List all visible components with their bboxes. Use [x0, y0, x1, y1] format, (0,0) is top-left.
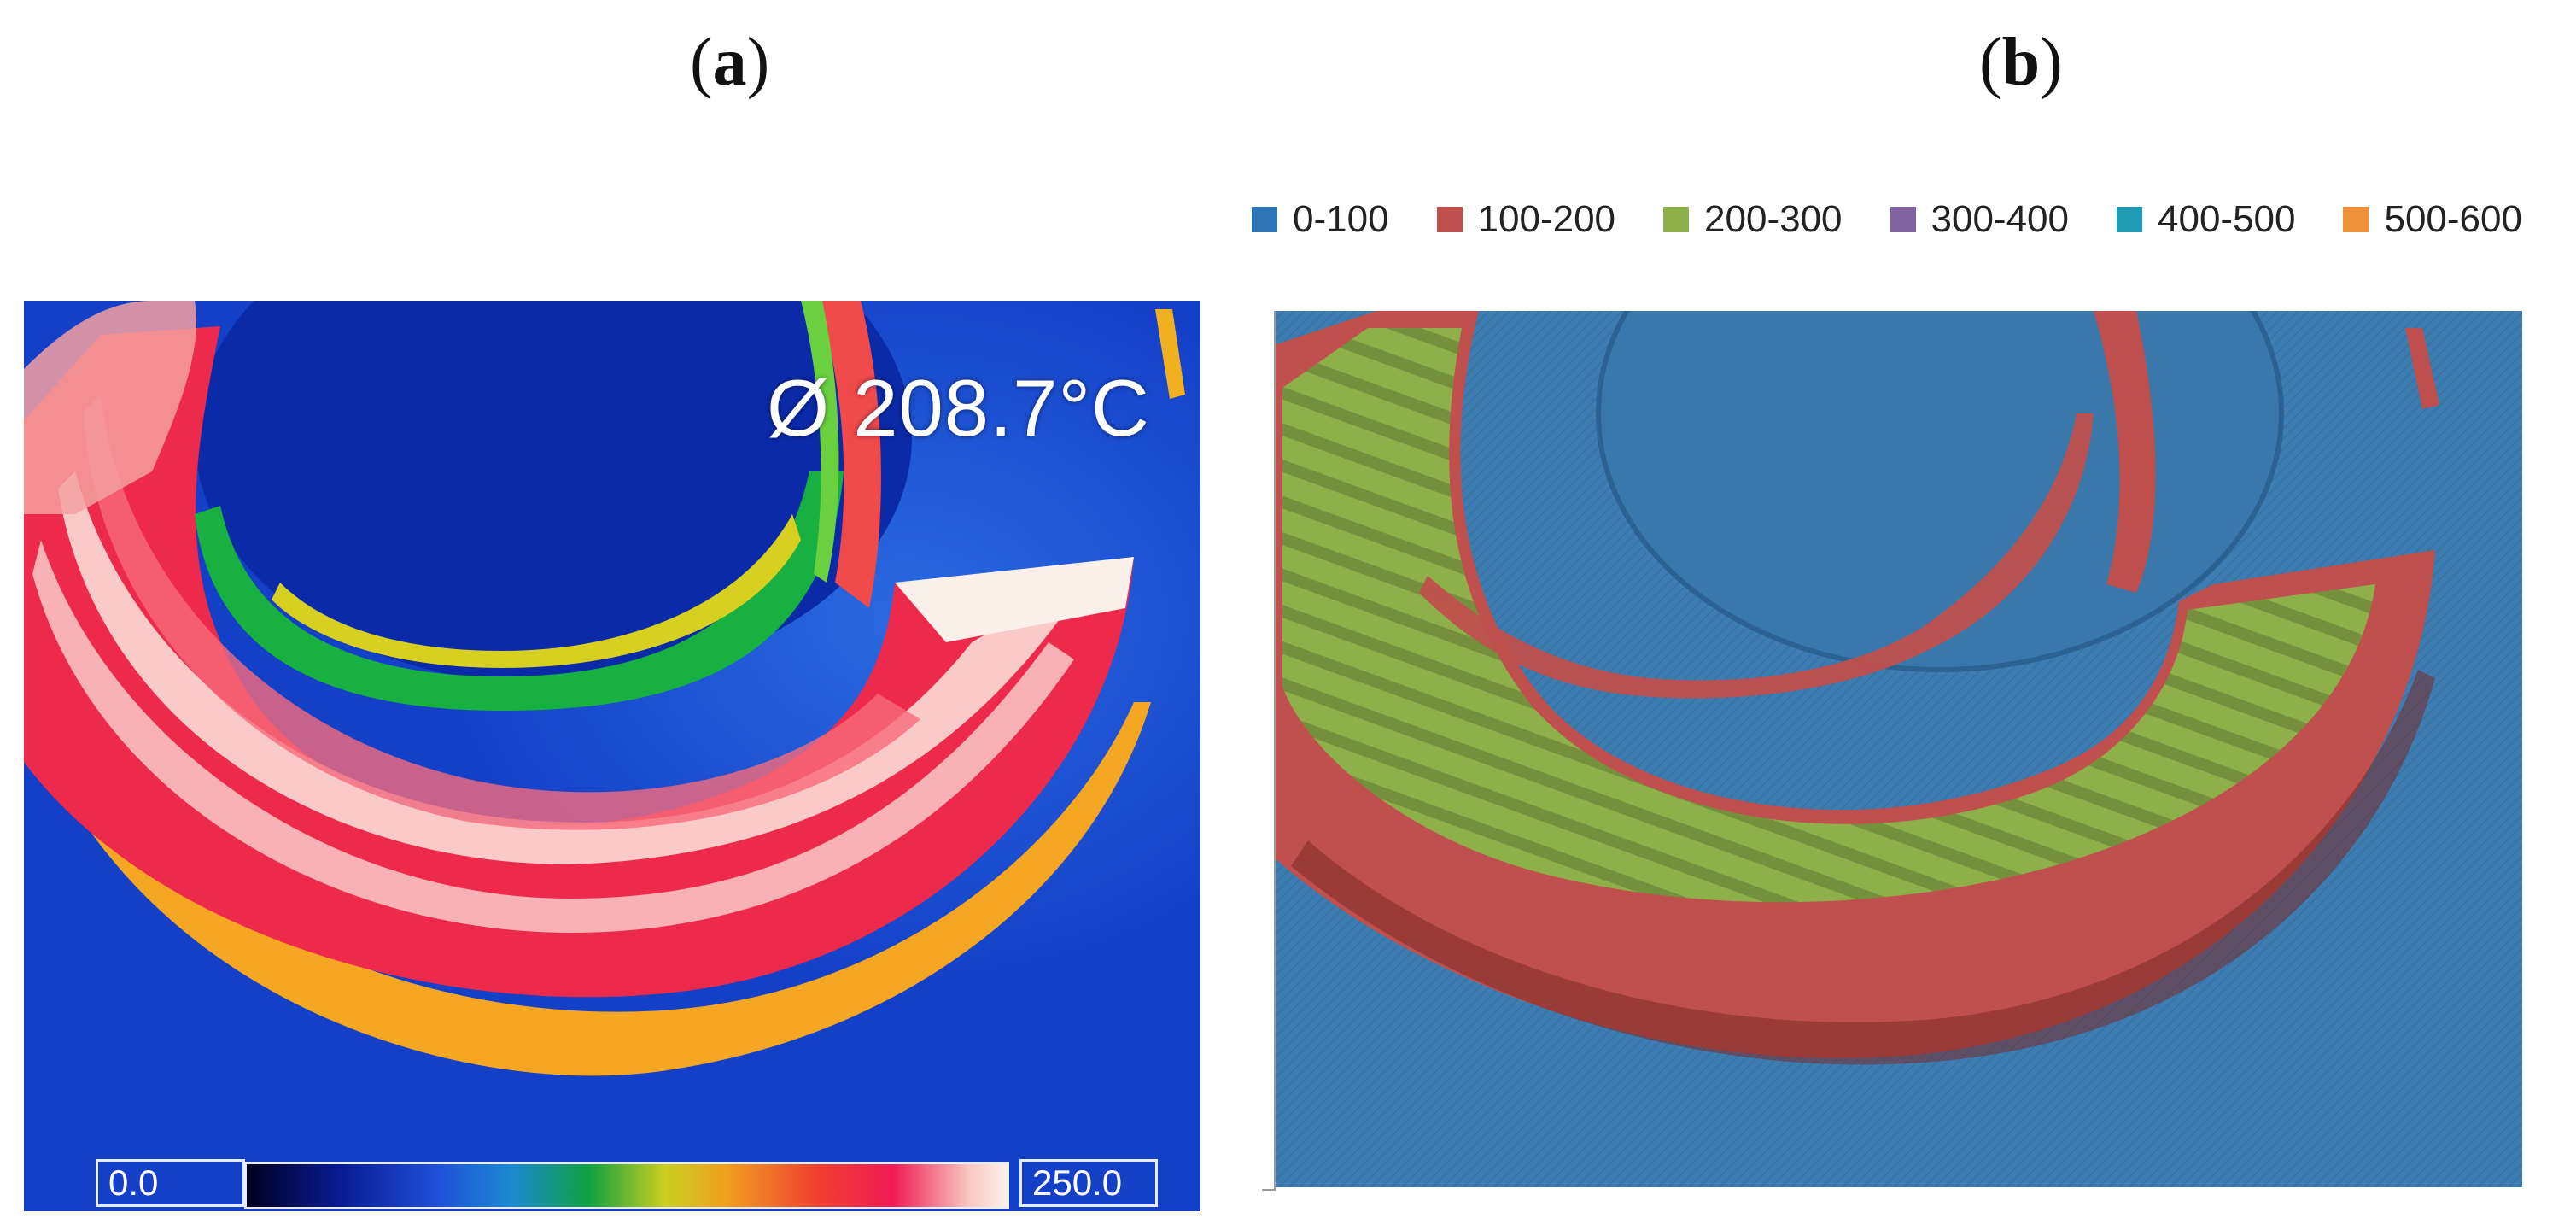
legend-swatch-300-400 [1890, 207, 1916, 232]
legend-label: 200-300 [1704, 198, 1843, 240]
plot-axis-y [1274, 311, 1276, 1191]
panel-a-letter: a [712, 25, 747, 100]
legend-item: 100-200 [1436, 198, 1616, 241]
thermal-image: Ø 208.7°C 0.0 250.0 [24, 301, 1200, 1211]
legend-swatch-500-600 [2343, 207, 2369, 232]
legend-item: 200-300 [1663, 198, 1843, 241]
legend-item: 400-500 [2117, 198, 2295, 241]
average-temperature-readout: Ø 208.7°C [767, 363, 1150, 453]
thermal-inner-rim [195, 471, 844, 711]
simulation-plot-frame [1262, 306, 2522, 1191]
legend-label: 400-500 [2158, 198, 2296, 240]
legend-item: 500-600 [2343, 198, 2522, 241]
legend-label: 300-400 [1931, 198, 2069, 240]
panel-a-label: (a) [690, 25, 770, 100]
color-scale-max: 250.0 [1019, 1159, 1158, 1207]
legend-swatch-100-200 [1436, 207, 1463, 232]
temperature-legend: 0-100 100-200 200-300 300-400 400-500 50… [1252, 198, 2522, 241]
simulation-surface [1274, 311, 2522, 1187]
legend-item: 300-400 [1890, 198, 2069, 241]
legend-label: 500-600 [2384, 198, 2522, 240]
plot-axis-tick [1262, 1189, 1276, 1191]
legend-swatch-200-300 [1663, 207, 1690, 232]
simulation-temperature-map [1274, 311, 2522, 1187]
legend-label: 100-200 [1477, 198, 1616, 240]
legend-item: 0-100 [1252, 198, 1389, 241]
legend-swatch-400-500 [2117, 207, 2142, 232]
panel-b-label: (b) [1979, 25, 2063, 100]
color-scale-min: 0.0 [96, 1159, 245, 1207]
thermal-heatmap [24, 301, 1200, 1211]
color-scale-bar [244, 1162, 1009, 1209]
legend-label: 0-100 [1293, 198, 1389, 240]
panel-b-letter: b [2001, 25, 2041, 100]
legend-swatch-0-100 [1252, 207, 1277, 232]
